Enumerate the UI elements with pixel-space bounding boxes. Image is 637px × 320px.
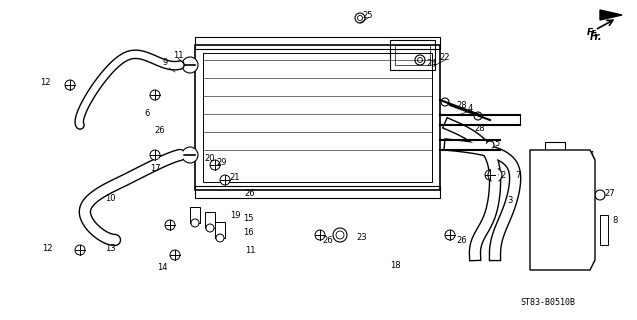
Text: 1: 1 <box>589 150 594 159</box>
Circle shape <box>415 55 425 65</box>
Circle shape <box>216 234 224 242</box>
Text: 26: 26 <box>245 188 255 197</box>
Circle shape <box>445 230 455 240</box>
Text: 12: 12 <box>42 244 52 252</box>
Circle shape <box>485 170 495 180</box>
Bar <box>203 53 432 182</box>
Text: 20: 20 <box>204 154 215 163</box>
Text: 17: 17 <box>150 164 161 172</box>
Text: 11: 11 <box>245 245 255 254</box>
Text: 21: 21 <box>230 172 240 181</box>
Circle shape <box>333 228 347 242</box>
Circle shape <box>595 190 605 200</box>
Circle shape <box>150 90 160 100</box>
Text: 28: 28 <box>457 100 468 109</box>
Circle shape <box>191 219 199 227</box>
Circle shape <box>336 231 344 239</box>
Bar <box>205 212 215 228</box>
Circle shape <box>210 160 220 170</box>
Text: 2: 2 <box>501 171 506 180</box>
Text: 7: 7 <box>515 171 520 180</box>
Text: 29: 29 <box>217 157 227 166</box>
Circle shape <box>165 220 175 230</box>
Text: 26: 26 <box>457 236 468 244</box>
Text: 26: 26 <box>155 125 166 134</box>
Text: 18: 18 <box>390 260 400 269</box>
Circle shape <box>488 168 502 182</box>
Text: 19: 19 <box>230 211 240 220</box>
Text: 22: 22 <box>440 52 450 61</box>
Text: 13: 13 <box>104 244 115 252</box>
Circle shape <box>357 15 362 20</box>
Bar <box>190 207 200 223</box>
Text: 6: 6 <box>145 108 150 117</box>
Circle shape <box>220 175 230 185</box>
Circle shape <box>315 230 325 240</box>
Text: 5: 5 <box>494 139 499 148</box>
Circle shape <box>474 112 482 120</box>
Circle shape <box>170 250 180 260</box>
Circle shape <box>206 224 214 232</box>
Circle shape <box>75 245 85 255</box>
Text: 24: 24 <box>427 59 437 68</box>
Bar <box>195 45 440 190</box>
Circle shape <box>417 58 422 62</box>
Circle shape <box>182 147 198 163</box>
Text: 15: 15 <box>243 213 254 222</box>
Circle shape <box>441 98 449 106</box>
Text: Fr.: Fr. <box>587 28 599 37</box>
Bar <box>195 186 440 198</box>
Bar <box>195 37 440 49</box>
Text: 8: 8 <box>612 215 618 225</box>
Circle shape <box>65 80 75 90</box>
Bar <box>535 160 590 260</box>
Text: 4: 4 <box>468 103 473 113</box>
Text: ST83-B0510B: ST83-B0510B <box>520 298 575 307</box>
Bar <box>390 40 435 70</box>
Text: 11: 11 <box>173 51 183 60</box>
Text: 14: 14 <box>157 263 168 273</box>
Circle shape <box>486 141 494 149</box>
Text: 27: 27 <box>605 188 615 197</box>
Text: 16: 16 <box>243 228 254 236</box>
Text: 12: 12 <box>39 77 50 86</box>
Text: 23: 23 <box>357 233 368 242</box>
Bar <box>600 215 608 245</box>
Bar <box>215 222 225 238</box>
Circle shape <box>150 150 160 160</box>
Circle shape <box>355 13 365 23</box>
Circle shape <box>182 57 198 73</box>
Text: 26: 26 <box>323 236 333 244</box>
Circle shape <box>492 172 498 178</box>
Text: Fr.: Fr. <box>590 32 603 42</box>
Polygon shape <box>600 10 622 20</box>
Text: 25: 25 <box>362 11 373 20</box>
Bar <box>545 142 565 152</box>
Text: 10: 10 <box>104 194 115 203</box>
Text: 9: 9 <box>162 58 168 67</box>
Text: 3: 3 <box>507 196 513 204</box>
Text: 28: 28 <box>475 124 485 132</box>
Bar <box>395 45 430 65</box>
Polygon shape <box>530 150 595 270</box>
